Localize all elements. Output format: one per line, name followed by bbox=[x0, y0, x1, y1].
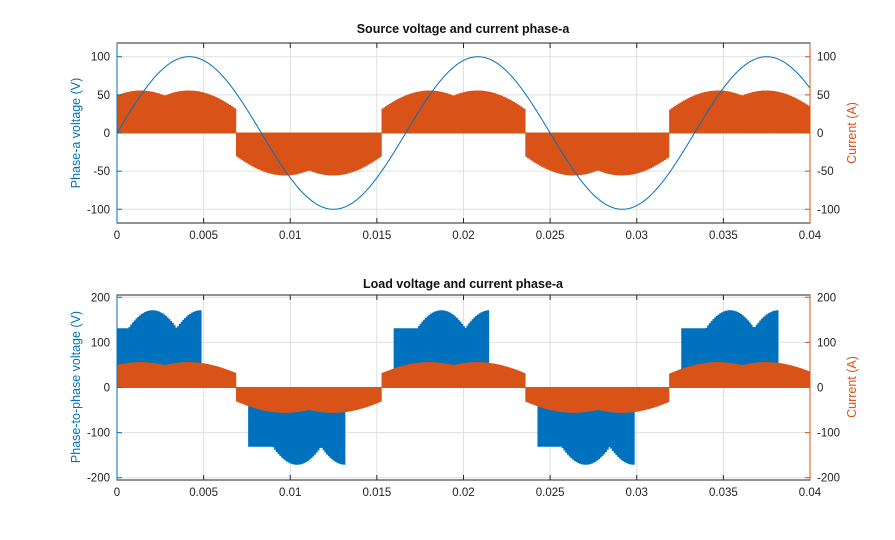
source-ticks: 0 0.005 0.01 0.015 0.02 0.025 0.03 0.035 0.04 -10… bbox=[87, 43, 840, 242]
source-right-tick-label: -50 bbox=[817, 166, 834, 178]
source-left-tick-label: -100 bbox=[87, 204, 110, 216]
source-left-tick-label: 0 bbox=[104, 128, 110, 140]
load-current-line bbox=[117, 362, 810, 413]
source-x-tick-label: 0 bbox=[114, 230, 120, 242]
load-x-tick-label: 0.03 bbox=[626, 487, 648, 499]
source-x-tick-label: 0.02 bbox=[452, 230, 474, 242]
load-x-tick-label: 0.015 bbox=[362, 487, 391, 499]
source-voltage-line bbox=[117, 56, 810, 210]
source-right-tick-label: 50 bbox=[817, 90, 830, 102]
source-x-tick-label: 0.025 bbox=[536, 230, 565, 242]
load-left-tick-label: -100 bbox=[87, 428, 110, 440]
load-x-tick-label: 0.01 bbox=[279, 487, 301, 499]
load-x-tick-label: 0.025 bbox=[536, 487, 565, 499]
load-x-tick-label: 0.035 bbox=[709, 487, 738, 499]
source-x-tick-label: 0.005 bbox=[189, 230, 218, 242]
source-left-axis-label: Phase-a voltage (V) bbox=[69, 78, 83, 188]
load-ticks: 0 0.005 0.01 0.015 0.02 0.025 0.03 0.035 0.04 -20… bbox=[87, 292, 840, 499]
source-x-tick-label: 0.04 bbox=[799, 230, 822, 242]
source-right-axis-label: Current (A) bbox=[845, 102, 859, 164]
load-x-tick-label: 0.04 bbox=[799, 487, 822, 499]
source-x-tick-label: 0.035 bbox=[709, 230, 738, 242]
source-left-tick-label: 50 bbox=[97, 90, 110, 102]
source-right-tick-label: -100 bbox=[817, 204, 840, 216]
source-subplot: 0 0.005 0.01 0.015 0.02 0.025 0.03 0.035 0.04 -10… bbox=[69, 22, 859, 242]
load-series bbox=[117, 310, 810, 465]
load-right-tick-label: 200 bbox=[817, 292, 836, 304]
source-left-tick-label: 100 bbox=[91, 52, 110, 64]
load-left-tick-label: 100 bbox=[91, 337, 110, 349]
load-right-tick-label: -200 bbox=[817, 473, 840, 485]
source-left-tick-label: -50 bbox=[93, 166, 110, 178]
source-chart-title: Source voltage and current phase-a bbox=[357, 22, 571, 36]
load-left-axis-label: Phase-to-phase voltage (V) bbox=[69, 311, 83, 463]
load-x-tick-label: 0 bbox=[114, 487, 120, 499]
source-right-tick-label: 0 bbox=[817, 128, 823, 140]
load-right-tick-label: -100 bbox=[817, 428, 840, 440]
load-right-tick-label: 100 bbox=[817, 337, 836, 349]
source-series bbox=[117, 56, 810, 210]
load-subplot: 0 0.005 0.01 0.015 0.02 0.025 0.03 0.035 0.04 -20… bbox=[69, 277, 859, 499]
load-chart-title: Load voltage and current phase-a bbox=[363, 277, 564, 291]
load-x-tick-label: 0.005 bbox=[189, 487, 218, 499]
source-x-tick-label: 0.015 bbox=[362, 230, 391, 242]
load-left-tick-label: 0 bbox=[104, 383, 110, 395]
load-left-tick-label: 200 bbox=[91, 292, 110, 304]
load-right-tick-label: 0 bbox=[817, 383, 823, 395]
load-right-axis-label: Current (A) bbox=[845, 356, 859, 418]
load-left-tick-label: -200 bbox=[87, 473, 110, 485]
source-x-tick-label: 0.01 bbox=[279, 230, 301, 242]
source-current-line bbox=[117, 90, 810, 176]
source-right-tick-label: 100 bbox=[817, 52, 836, 64]
source-x-tick-label: 0.03 bbox=[626, 230, 648, 242]
load-x-tick-label: 0.02 bbox=[452, 487, 474, 499]
